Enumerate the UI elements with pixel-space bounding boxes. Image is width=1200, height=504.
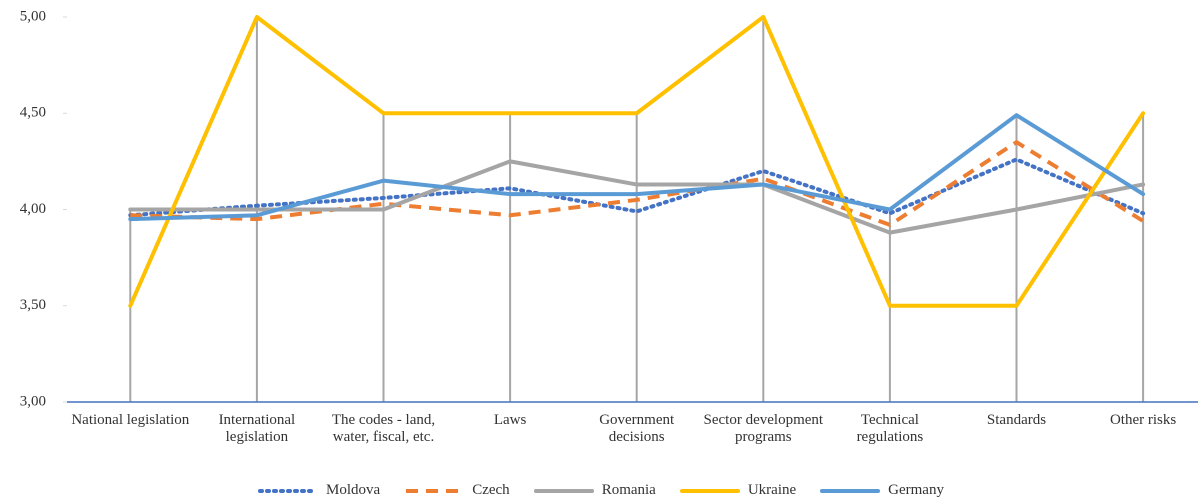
legend-item: Germany xyxy=(818,482,944,499)
legend-swatch xyxy=(406,488,463,493)
x-tick-label: International legislation xyxy=(218,412,296,445)
series-line xyxy=(128,113,1146,222)
legend-label: Moldova xyxy=(326,482,381,498)
y-tick-label: 4,00 xyxy=(20,201,46,217)
legend-item: Moldova xyxy=(256,482,380,499)
y-tick-label: 3,00 xyxy=(20,393,46,409)
x-tick-label: Technical regulations xyxy=(856,412,924,445)
y-tick-label: 5,00 xyxy=(20,8,46,24)
y-tick-label: 3,50 xyxy=(20,297,46,313)
legend-item: Ukraine xyxy=(678,482,796,499)
series-line xyxy=(128,15,1146,308)
legend-swatch xyxy=(258,488,319,493)
y-tick-label: 4,50 xyxy=(20,105,46,121)
x-tick-label: Sector development programs xyxy=(703,412,824,445)
series-line xyxy=(128,159,1146,235)
x-tick-label: Other risks xyxy=(1109,412,1177,428)
x-tick-label: National legislation xyxy=(71,412,190,428)
x-tick-label: Laws xyxy=(493,412,527,428)
legend-label: Germany xyxy=(888,482,944,498)
legend-swatch xyxy=(820,488,881,493)
legend-swatch xyxy=(533,488,594,493)
legend-label: Czech xyxy=(472,482,510,498)
legend-label: Romania xyxy=(601,482,656,498)
x-tick-label: Standards xyxy=(986,412,1047,428)
legend-item: Czech xyxy=(402,482,510,499)
legend-item: Romania xyxy=(532,482,656,499)
x-tick-label: The codes - land, water, fiscal, etc. xyxy=(331,412,436,445)
legend-label: Ukraine xyxy=(747,482,797,498)
legend: Moldova Czech Romania Ukraine Germany xyxy=(0,482,1200,499)
x-tick-label: Government decisions xyxy=(599,412,675,445)
series-line xyxy=(130,140,1145,227)
legend-swatch xyxy=(679,488,740,493)
